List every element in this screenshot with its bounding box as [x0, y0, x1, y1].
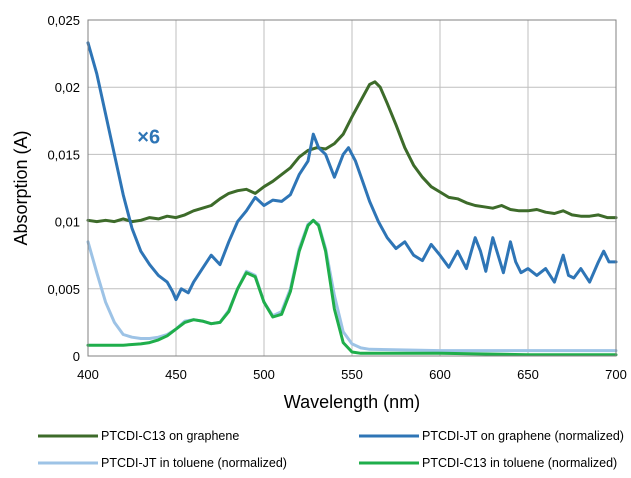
- plot-frame: [87, 19, 617, 357]
- scale-factor-annotation: ×6: [137, 127, 160, 149]
- series-layer: [86, 41, 618, 357]
- y-tick-label: 0,015: [47, 147, 80, 162]
- series-line: [86, 41, 618, 302]
- x-tick-labels: 400 450 500 550 600 650 700: [77, 367, 627, 382]
- x-tick-label: 500: [253, 367, 275, 382]
- series-line: [86, 80, 618, 224]
- legend-label: PTCDI-C13 in toluene (normalized): [422, 456, 617, 470]
- y-tick-label: 0,025: [47, 13, 80, 28]
- legend-label: PTCDI-C13 on graphene: [101, 429, 239, 443]
- legend: PTCDI-C13 on graphene PTCDI-JT on graphen…: [38, 429, 624, 470]
- grid-lines: [87, 19, 617, 357]
- legend-label: PTCDI-JT in toluene (normalized): [101, 456, 287, 470]
- series-line: [86, 218, 618, 357]
- legend-label: PTCDI-JT on graphene (normalized): [422, 429, 624, 443]
- y-tick-label: 0,01: [55, 215, 80, 230]
- y-tick-label: 0,02: [55, 80, 80, 95]
- x-tick-label: 400: [77, 367, 99, 382]
- x-tick-label: 600: [429, 367, 451, 382]
- x-tick-label: 650: [517, 367, 539, 382]
- x-tick-label: 450: [165, 367, 187, 382]
- x-tick-label: 550: [341, 367, 363, 382]
- y-axis-title: Absorption (A): [11, 130, 31, 245]
- x-axis-title: Wavelength (nm): [284, 392, 420, 412]
- y-tick-labels: 0 0,005 0,01 0,015 0,02 0,025: [47, 13, 80, 364]
- y-tick-label: 0,005: [47, 282, 80, 297]
- y-tick-label: 0: [73, 349, 80, 364]
- x-tick-label: 700: [605, 367, 627, 382]
